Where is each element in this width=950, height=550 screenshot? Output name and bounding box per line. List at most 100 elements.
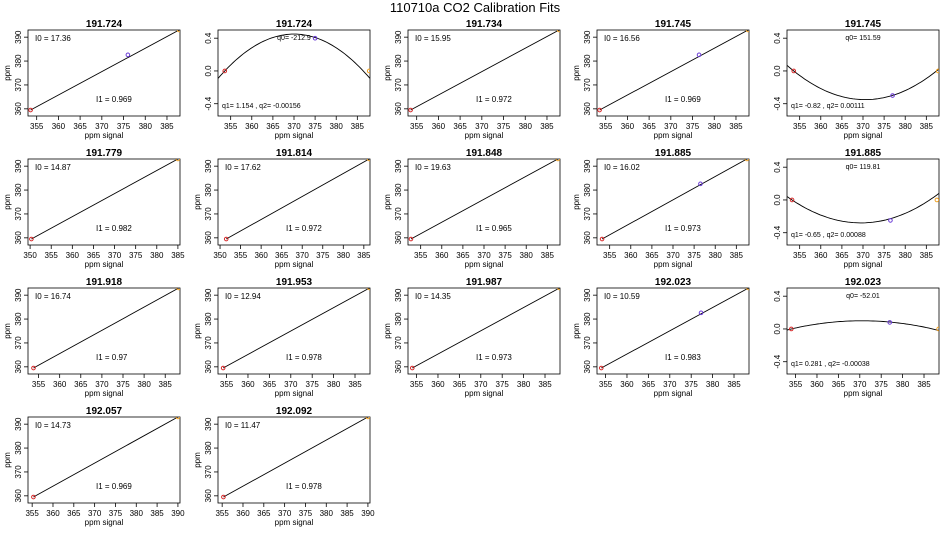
y-tick-label: 360	[583, 360, 592, 374]
y-axis-label: ppm	[193, 323, 202, 339]
fit-line	[33, 417, 179, 498]
y-tick-label: 390	[394, 30, 403, 44]
data-point-high	[365, 417, 370, 420]
panel-9: 191.885 355 360 365 370 375 380 385 ppm signal 36…	[572, 148, 750, 269]
y-axis-label: ppm	[572, 323, 581, 339]
plot-frame	[407, 29, 561, 117]
y-tick-label: 360	[14, 102, 23, 116]
plot-area	[599, 159, 749, 242]
x-tick-label: 385	[348, 380, 362, 389]
x-tick-label: 360	[53, 380, 67, 389]
data-point-low	[791, 68, 797, 74]
x-tick-label: 385	[729, 122, 743, 131]
x-tick-label: 360	[620, 380, 634, 389]
x-tick-label: 355	[32, 380, 46, 389]
y-tick-label: 0.4	[204, 32, 213, 44]
y-tick-label: 360	[204, 360, 213, 374]
y-tick-label: 370	[394, 207, 403, 221]
x-tick-label: 385	[727, 380, 741, 389]
data-point-low	[220, 365, 226, 371]
data-point-mid	[887, 320, 893, 325]
panel-title: 191.885	[655, 148, 692, 159]
plot-area	[598, 288, 749, 371]
y-tick-label: 380	[204, 183, 213, 197]
x-tick-label: 360	[254, 251, 268, 260]
x-tick-label: 385	[541, 251, 555, 260]
data-point-low	[31, 494, 36, 500]
y-tick-label: 360	[14, 489, 23, 503]
panel-11: 191.918 355 360 365 370 375 380 385 ppm signal 36…	[3, 277, 181, 398]
x-tick-label: 355	[603, 251, 617, 260]
fit-annotation: I0 = 17.62	[225, 163, 261, 172]
page-title: 110710a CO2 Calibration Fits	[389, 0, 561, 15]
data-point-high	[175, 159, 180, 162]
plot-area	[787, 320, 939, 332]
plot-area	[31, 417, 180, 500]
data-point-high	[366, 68, 370, 74]
data-point-high	[935, 68, 939, 74]
fit-annotation: I1 = 0.973	[476, 353, 512, 362]
data-point-mid	[312, 35, 318, 41]
y-tick-label: 380	[394, 312, 403, 326]
x-tick-label: 360	[814, 251, 828, 260]
plot-area	[787, 192, 939, 224]
data-point-mid	[888, 218, 893, 223]
y-tick-label: 390	[583, 159, 592, 173]
panel-title: 191.885	[845, 148, 882, 159]
x-tick-label: 355	[793, 251, 807, 260]
x-tick-label: 365	[835, 251, 849, 260]
y-tick-label: 380	[204, 312, 213, 326]
fit-annotation: q1= -0.65 , q2= 0.00088	[791, 232, 866, 239]
x-tick-label: 380	[330, 122, 344, 131]
x-tick-label: 365	[642, 122, 656, 131]
data-point-mid	[698, 310, 704, 316]
fit-annotation: I1 = 0.973	[665, 224, 701, 233]
plot-area	[221, 417, 370, 500]
fit-line	[412, 288, 560, 369]
x-tick-label: 365	[275, 251, 289, 260]
panel-title: 191.724	[86, 19, 123, 30]
x-tick-label: 385	[538, 380, 552, 389]
data-point-high	[555, 159, 560, 162]
y-tick-label: 0.0	[773, 65, 782, 77]
plot-area	[597, 30, 749, 113]
fit-annotation: I0 = 16.02	[604, 163, 640, 172]
plot-area	[220, 288, 370, 371]
y-axis-label: ppm	[3, 452, 12, 468]
x-tick-label: 360	[431, 380, 445, 389]
y-tick-label: 360	[204, 489, 213, 503]
panel-10: 191.885 355 360 365 370 375 380 385 ppm signal -0…	[773, 148, 940, 269]
y-tick-label: 360	[14, 231, 23, 245]
x-tick-label: 370	[296, 251, 310, 260]
panel-title: 192.092	[276, 406, 313, 417]
fit-line	[31, 159, 179, 240]
x-tick-label: 380	[517, 380, 531, 389]
y-tick-label: 370	[14, 78, 23, 92]
x-tick-label: 365	[645, 251, 659, 260]
x-axis-label: ppm signal	[85, 518, 124, 527]
x-tick-label: 370	[853, 380, 867, 389]
x-tick-label: 365	[257, 509, 271, 518]
x-axis-label: ppm signal	[275, 518, 314, 527]
plot-frame	[217, 416, 371, 504]
plot-area	[218, 33, 370, 79]
x-tick-label: 385	[159, 380, 173, 389]
x-tick-label: 360	[66, 251, 80, 260]
plot-frame	[27, 416, 181, 504]
y-tick-label: 360	[394, 360, 403, 374]
x-tick-label: 355	[414, 251, 428, 260]
fit-line	[599, 30, 749, 111]
x-axis-label: ppm signal	[844, 260, 883, 269]
fit-line	[30, 30, 180, 111]
y-tick-label: 370	[204, 465, 213, 479]
x-tick-label: 365	[453, 380, 467, 389]
y-tick-label: 360	[394, 231, 403, 245]
x-tick-label: 375	[497, 122, 511, 131]
fit-annotation: I0 = 14.35	[415, 292, 451, 301]
y-tick-label: 0.4	[773, 32, 782, 44]
y-tick-label: 370	[14, 207, 23, 221]
y-tick-label: 370	[14, 465, 23, 479]
panel-5: 191.745 355 360 365 370 375 380 385 ppm signal -0…	[773, 19, 940, 140]
data-point-low	[29, 236, 34, 242]
